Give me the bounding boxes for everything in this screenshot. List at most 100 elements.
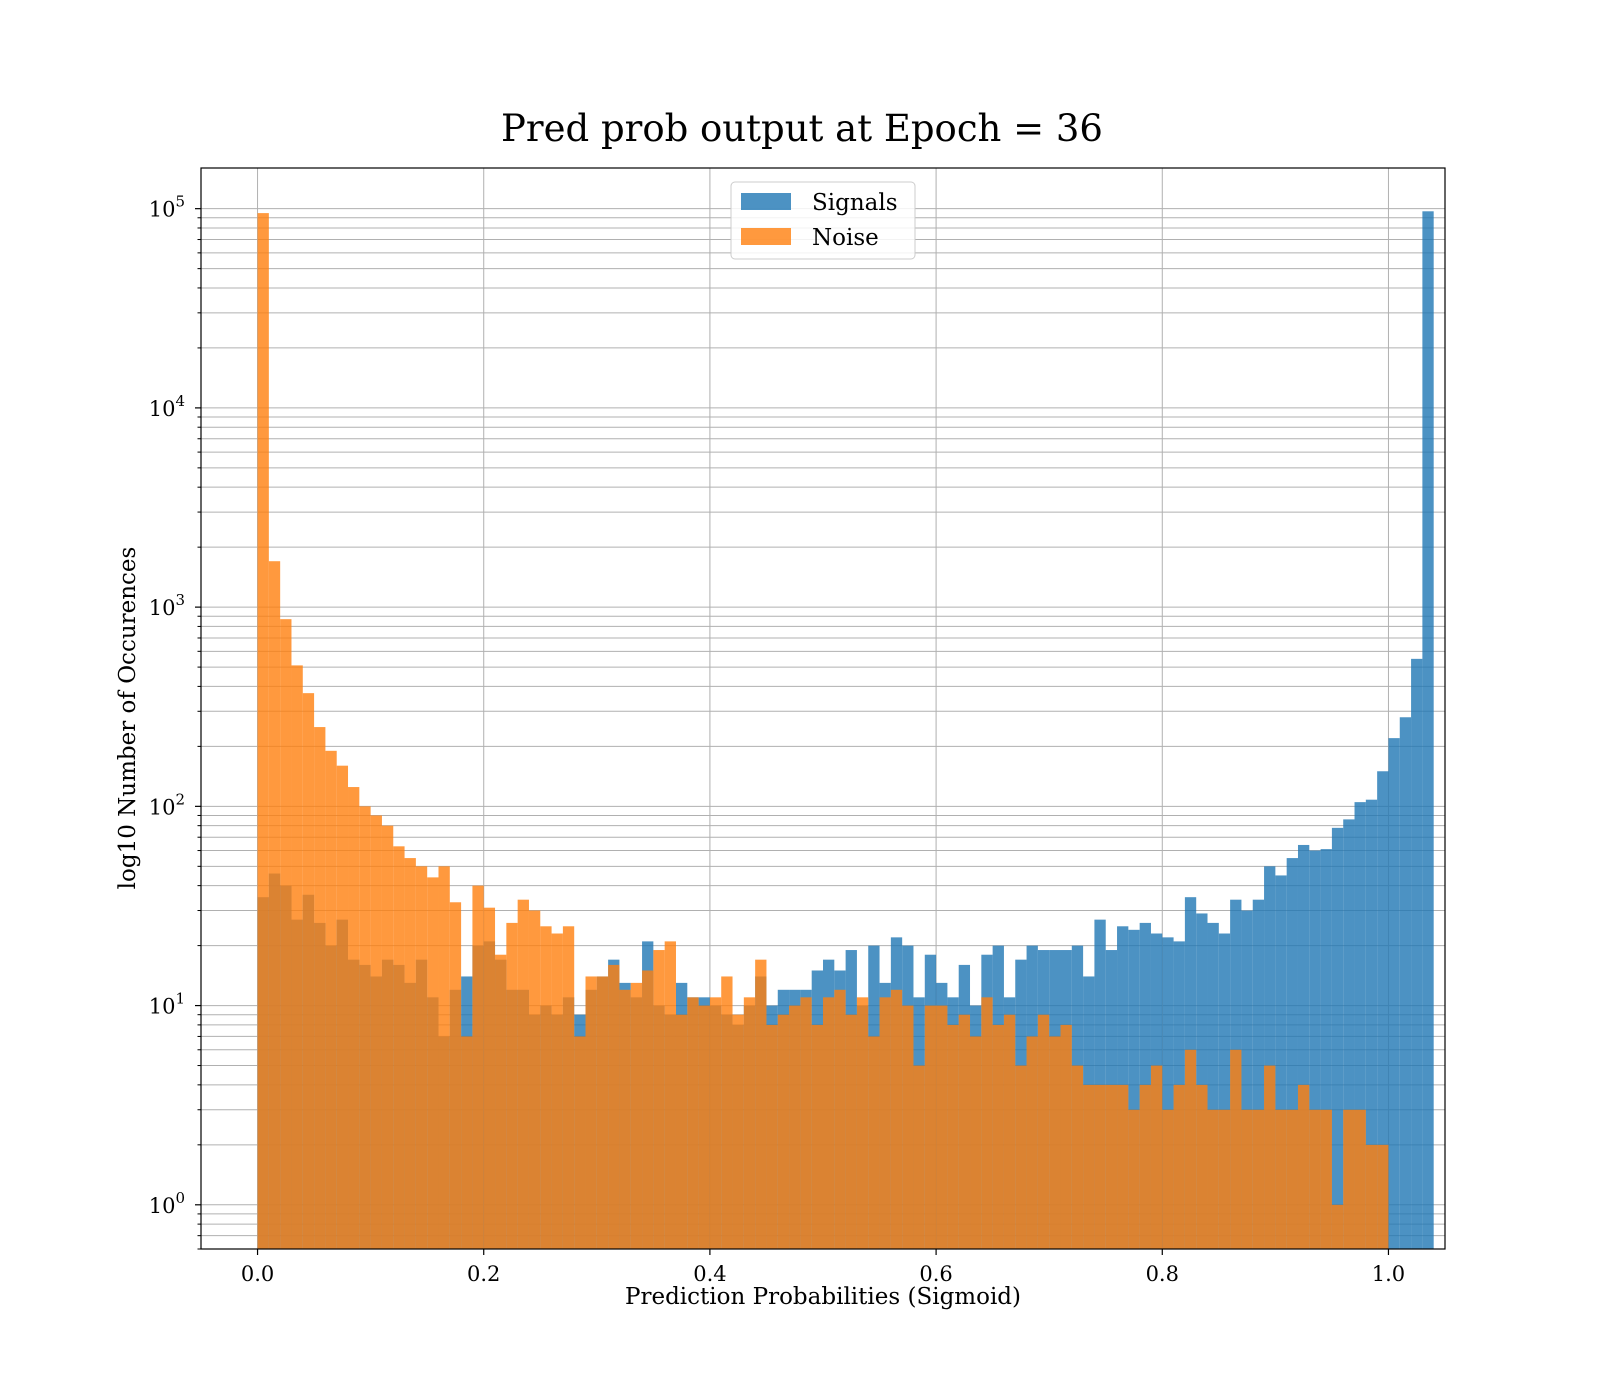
x-axis-ticks: 0.0 0.2 0.4 0.6 0.8 1.0 bbox=[241, 1249, 1405, 1286]
bar-noise bbox=[506, 922, 518, 1249]
bar-noise bbox=[1003, 1014, 1016, 1249]
bar-signals bbox=[1343, 819, 1355, 1249]
bar-noise bbox=[1354, 1109, 1366, 1249]
bar-noise bbox=[449, 902, 462, 1249]
bar-noise bbox=[551, 933, 563, 1249]
bar-noise bbox=[1015, 1065, 1027, 1249]
bar-noise bbox=[1343, 1109, 1355, 1249]
bar-noise bbox=[1037, 1014, 1050, 1249]
y-tick-label: 100 bbox=[149, 1189, 185, 1218]
bar-noise bbox=[1184, 1049, 1197, 1249]
bar-noise bbox=[528, 910, 541, 1249]
bar-noise bbox=[698, 1005, 710, 1249]
bar-noise bbox=[472, 885, 484, 1249]
bar-noise bbox=[868, 1036, 880, 1249]
bar-noise bbox=[823, 997, 835, 1249]
bar-noise bbox=[438, 866, 450, 1249]
x-tick-label: 0.8 bbox=[1146, 1262, 1179, 1286]
bar-noise bbox=[1162, 1109, 1174, 1249]
bar-noise bbox=[1049, 1036, 1061, 1249]
bar-signals bbox=[1286, 858, 1298, 1249]
bar-signals bbox=[1297, 844, 1310, 1249]
bar-noise bbox=[1230, 1049, 1242, 1249]
y-tick-label: 103 bbox=[149, 591, 185, 620]
bar-noise bbox=[687, 997, 699, 1249]
bar-noise bbox=[992, 1024, 1004, 1249]
bar-noise bbox=[348, 787, 360, 1249]
bar-noise bbox=[517, 899, 529, 1249]
bar-signals bbox=[1252, 899, 1265, 1249]
bar-noise bbox=[1286, 1109, 1298, 1249]
bar-signals bbox=[1264, 866, 1276, 1249]
y-axis-label: log10 Number of Occurences bbox=[115, 547, 141, 890]
bar-signals bbox=[1377, 771, 1389, 1249]
bar-noise bbox=[257, 213, 269, 1250]
bar-noise bbox=[596, 976, 609, 1249]
bar-noise bbox=[947, 1024, 959, 1249]
bar-noise bbox=[1252, 1109, 1265, 1249]
bar-noise bbox=[1241, 1109, 1253, 1249]
bar-noise bbox=[314, 727, 326, 1249]
bar-noise bbox=[370, 815, 382, 1249]
bar-signals bbox=[1196, 913, 1208, 1249]
y-tick-label: 101 bbox=[149, 990, 185, 1019]
bar-noise bbox=[1207, 1109, 1219, 1249]
bar-noise bbox=[404, 858, 416, 1249]
bar-noise bbox=[1117, 1084, 1129, 1249]
bar-noise bbox=[1264, 1065, 1276, 1249]
bar-signals bbox=[1411, 658, 1423, 1249]
bar-noise bbox=[393, 846, 405, 1249]
bar-noise bbox=[1365, 1144, 1378, 1249]
legend-swatch-noise bbox=[741, 228, 791, 245]
bar-noise bbox=[664, 941, 676, 1249]
legend-swatch-signals bbox=[741, 193, 791, 210]
bar-noise bbox=[1071, 1065, 1084, 1249]
bar-noise bbox=[427, 877, 439, 1249]
bar-noise bbox=[1196, 1084, 1208, 1249]
bar-noise bbox=[879, 997, 891, 1249]
bar-noise bbox=[1060, 1024, 1072, 1249]
bar-signals bbox=[1162, 937, 1174, 1249]
bar-noise bbox=[642, 970, 654, 1249]
bar-signals bbox=[1422, 211, 1434, 1250]
bar-noise bbox=[1094, 1084, 1106, 1249]
bar-noise bbox=[540, 926, 552, 1249]
bar-signals bbox=[1309, 850, 1321, 1249]
bar-signals bbox=[1128, 929, 1140, 1249]
bars-layer bbox=[257, 211, 1434, 1250]
chart-title: Pred prob output at Epoch = 36 bbox=[501, 107, 1103, 150]
bar-noise bbox=[359, 806, 371, 1249]
bar-noise bbox=[574, 1036, 586, 1249]
bar-noise bbox=[743, 997, 756, 1249]
x-tick-label: 1.0 bbox=[1372, 1262, 1405, 1286]
bar-noise bbox=[461, 1036, 473, 1249]
bar-noise bbox=[483, 907, 496, 1249]
legend-label-noise: Noise bbox=[812, 225, 879, 251]
bar-noise bbox=[902, 1005, 914, 1249]
bar-noise bbox=[970, 1036, 982, 1249]
y-tick-label: 102 bbox=[149, 790, 185, 819]
bar-noise bbox=[1173, 1084, 1185, 1249]
bar-noise bbox=[845, 1014, 857, 1249]
bar-noise bbox=[1150, 1065, 1163, 1249]
bar-noise bbox=[1218, 1109, 1231, 1249]
bar-signals bbox=[1207, 922, 1219, 1249]
legend: Signals Noise bbox=[730, 181, 916, 260]
y-axis-ticks: 100 101 102 103 104 105 bbox=[149, 193, 201, 1250]
bar-noise bbox=[653, 950, 665, 1249]
x-tick-label: 0.6 bbox=[919, 1262, 952, 1286]
bar-noise bbox=[1139, 1084, 1151, 1249]
bar-noise bbox=[415, 866, 428, 1249]
bar-noise bbox=[562, 926, 575, 1249]
bar-noise bbox=[1320, 1109, 1332, 1249]
bar-noise bbox=[495, 954, 507, 1249]
bar-noise bbox=[890, 989, 903, 1249]
bar-noise bbox=[732, 1014, 744, 1249]
bar-noise bbox=[619, 989, 631, 1249]
bar-noise bbox=[834, 989, 846, 1249]
bar-signals bbox=[1331, 827, 1344, 1249]
bar-noise bbox=[608, 964, 620, 1249]
bar-signals bbox=[1094, 919, 1106, 1249]
bar-noise bbox=[1128, 1109, 1140, 1249]
bar-noise bbox=[585, 976, 597, 1249]
